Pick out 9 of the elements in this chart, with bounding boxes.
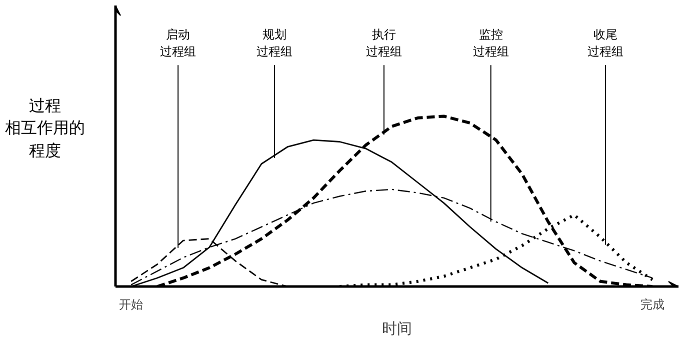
text: 收尾过程组 [588, 27, 624, 58]
x-tick-label: 开始 [119, 298, 144, 312]
text: 执行过程组 [366, 27, 402, 58]
text: 规划过程组 [256, 27, 292, 58]
x-tick-label: 完成 [640, 298, 664, 312]
text: 启动过程组 [160, 27, 196, 58]
y-axis-title: 过程相互作用的程度 [5, 95, 85, 162]
text: 监控过程组 [472, 27, 509, 58]
x-axis-title: 时间 [382, 320, 412, 338]
